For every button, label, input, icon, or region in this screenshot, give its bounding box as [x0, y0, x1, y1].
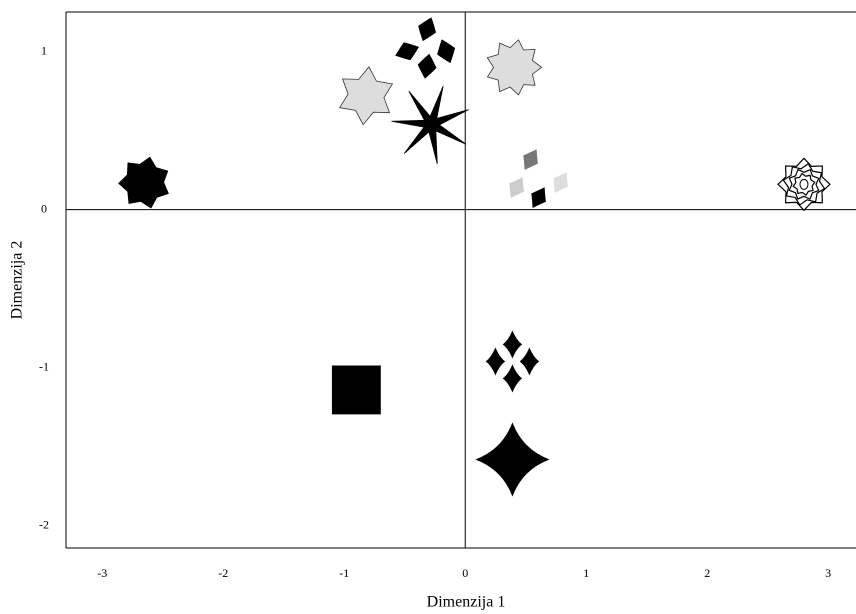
shape-part — [119, 157, 169, 208]
x-tick-label: -1 — [339, 566, 349, 580]
point — [476, 423, 548, 495]
shape-part — [503, 173, 530, 202]
shape-part — [503, 365, 521, 391]
x-tick-label: 0 — [462, 566, 468, 580]
point — [503, 145, 574, 212]
shape-part — [391, 86, 468, 164]
point — [482, 35, 546, 98]
shape-part — [482, 35, 546, 98]
shape-part — [503, 331, 521, 357]
shape-part — [308, 342, 404, 438]
x-tick-label: -3 — [97, 566, 107, 580]
shape-part — [486, 348, 504, 374]
x-tick-label: 2 — [704, 566, 710, 580]
point — [486, 331, 538, 391]
y-tick-label: -2 — [39, 518, 49, 532]
frame — [66, 12, 856, 548]
x-axis-label: Dimenzija 1 — [427, 594, 506, 611]
shape-part — [434, 37, 459, 66]
y-tick-label: -1 — [39, 360, 49, 374]
point — [308, 342, 404, 438]
x-tick-label: 3 — [825, 566, 831, 580]
shape-part — [547, 168, 574, 197]
shape-part — [520, 348, 538, 374]
x-tick-label: -2 — [218, 566, 228, 580]
shape-part — [517, 145, 544, 174]
point — [119, 157, 169, 208]
shape-part — [393, 39, 422, 64]
point — [340, 67, 393, 125]
shape-part — [476, 423, 548, 495]
shape-part — [800, 179, 808, 189]
shape-part — [416, 53, 438, 80]
y-axis-label: Dimenzija 2 — [9, 241, 26, 320]
x-tick-label: 1 — [583, 566, 589, 580]
shape-part — [525, 183, 552, 212]
shape-part — [415, 15, 440, 44]
point — [778, 158, 830, 210]
y-tick-label: 0 — [41, 201, 47, 215]
y-tick-label: 1 — [41, 43, 47, 57]
shape-part — [340, 67, 393, 125]
point — [393, 15, 459, 80]
point — [391, 86, 468, 164]
chart: Dimenzija 1 Dimenzija 2 -3 -2 -1 0 1 2 3 -2 -1 0 1 — [0, 0, 856, 614]
